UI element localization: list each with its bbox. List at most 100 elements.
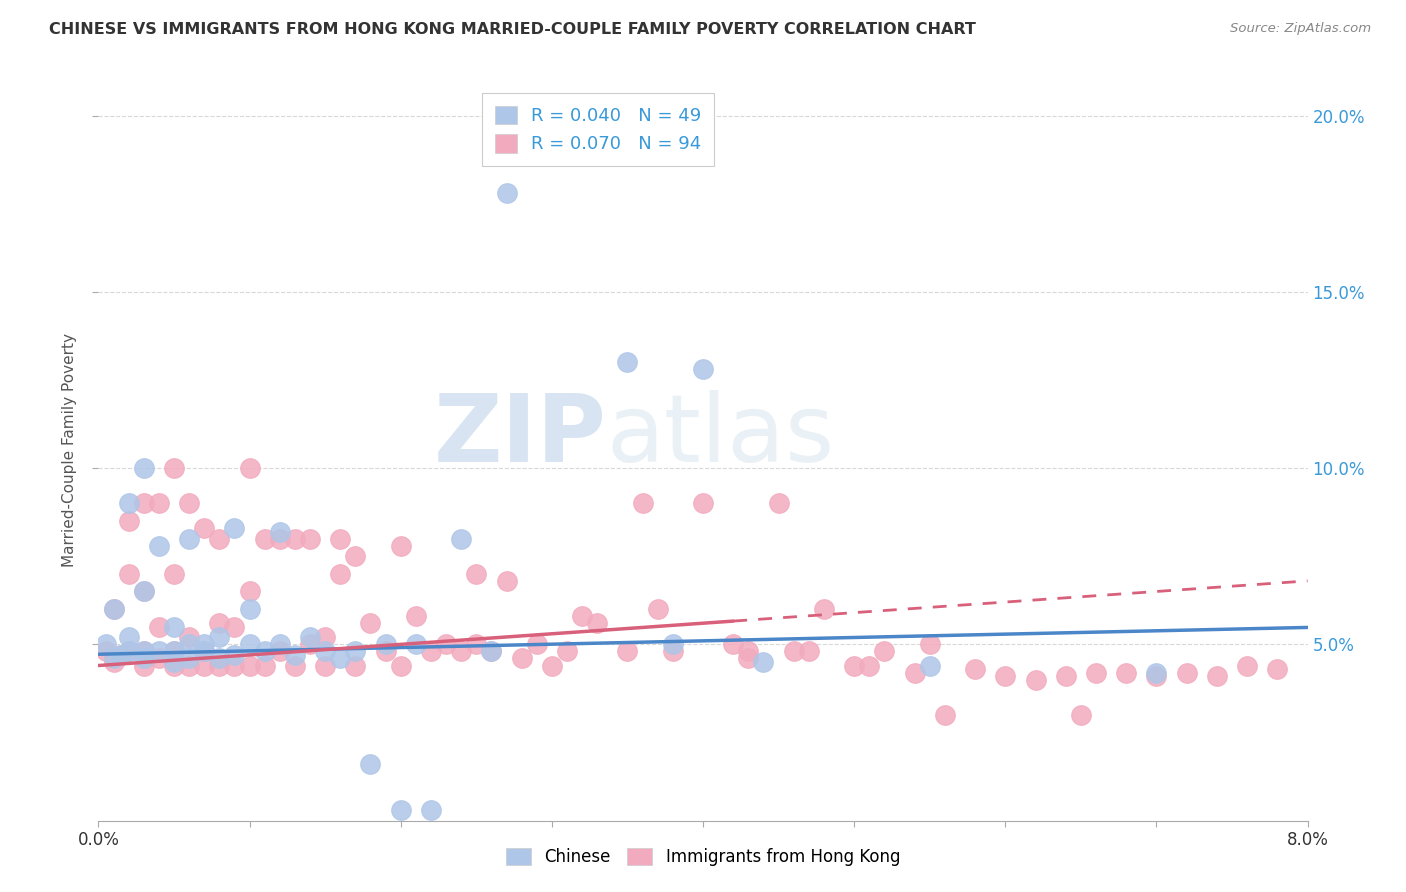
Point [1206,669,1229,683]
Point [616,355,638,369]
Point [224,658,246,673]
Text: atlas: atlas [606,390,835,482]
Point [344,644,367,658]
Point [163,658,186,673]
Point [1070,707,1092,722]
Point [132,461,155,475]
Point [344,549,367,564]
Point [132,584,155,599]
Point [389,803,412,817]
Point [239,602,262,616]
Point [253,658,276,673]
Point [269,637,291,651]
Point [193,637,215,651]
Point [299,630,322,644]
Point [239,584,262,599]
Point [360,616,382,631]
Point [148,496,170,510]
Point [737,644,759,658]
Point [752,655,775,669]
Point [918,658,941,673]
Point [163,655,186,669]
Point [540,658,562,673]
Point [495,574,517,588]
Point [94,637,117,651]
Point [132,644,155,658]
Point [299,532,322,546]
Point [329,566,352,581]
Point [239,658,262,673]
Point [586,616,609,631]
Point [465,566,488,581]
Point [284,658,307,673]
Point [163,620,186,634]
Point [420,644,443,658]
Point [450,532,472,546]
Point [103,651,125,665]
Point [329,651,352,665]
Point [299,637,322,651]
Point [224,620,246,634]
Point [797,644,820,658]
Point [110,648,132,662]
Point [434,637,457,651]
Point [344,658,367,673]
Point [873,644,896,658]
Point [1054,669,1077,683]
Point [526,637,548,651]
Point [163,461,186,475]
Point [179,630,201,644]
Point [118,644,141,658]
Text: CHINESE VS IMMIGRANTS FROM HONG KONG MARRIED-COUPLE FAMILY POVERTY CORRELATION C: CHINESE VS IMMIGRANTS FROM HONG KONG MAR… [49,22,976,37]
Point [723,637,745,651]
Point [118,644,141,658]
Point [193,644,215,658]
Point [389,658,412,673]
Point [420,803,443,817]
Point [118,496,141,510]
Point [768,496,790,510]
Point [314,644,336,658]
Point [193,644,215,658]
Point [253,644,276,658]
Point [631,496,654,510]
Point [692,362,714,376]
Point [193,521,215,535]
Point [994,669,1017,683]
Point [94,644,117,658]
Point [179,532,201,546]
Point [450,644,472,658]
Point [148,539,170,553]
Point [465,637,488,651]
Point [103,602,125,616]
Point [179,637,201,651]
Text: Source: ZipAtlas.com: Source: ZipAtlas.com [1230,22,1371,36]
Point [904,665,927,680]
Point [269,524,291,539]
Point [148,644,170,658]
Point [118,630,141,644]
Legend: R = 0.040   N = 49, R = 0.070   N = 94: R = 0.040 N = 49, R = 0.070 N = 94 [482,93,714,166]
Point [163,566,186,581]
Point [571,609,593,624]
Point [661,637,683,651]
Point [1236,658,1258,673]
Point [224,521,246,535]
Point [405,609,427,624]
Point [661,644,683,658]
Y-axis label: Married-Couple Family Poverty: Married-Couple Family Poverty [62,334,77,567]
Point [329,532,352,546]
Point [737,651,759,665]
Point [813,602,835,616]
Point [934,707,956,722]
Point [179,496,201,510]
Point [118,566,141,581]
Point [103,655,125,669]
Point [269,532,291,546]
Point [510,651,533,665]
Point [1085,665,1108,680]
Point [1267,662,1289,676]
Point [132,496,155,510]
Point [284,648,307,662]
Point [555,644,578,658]
